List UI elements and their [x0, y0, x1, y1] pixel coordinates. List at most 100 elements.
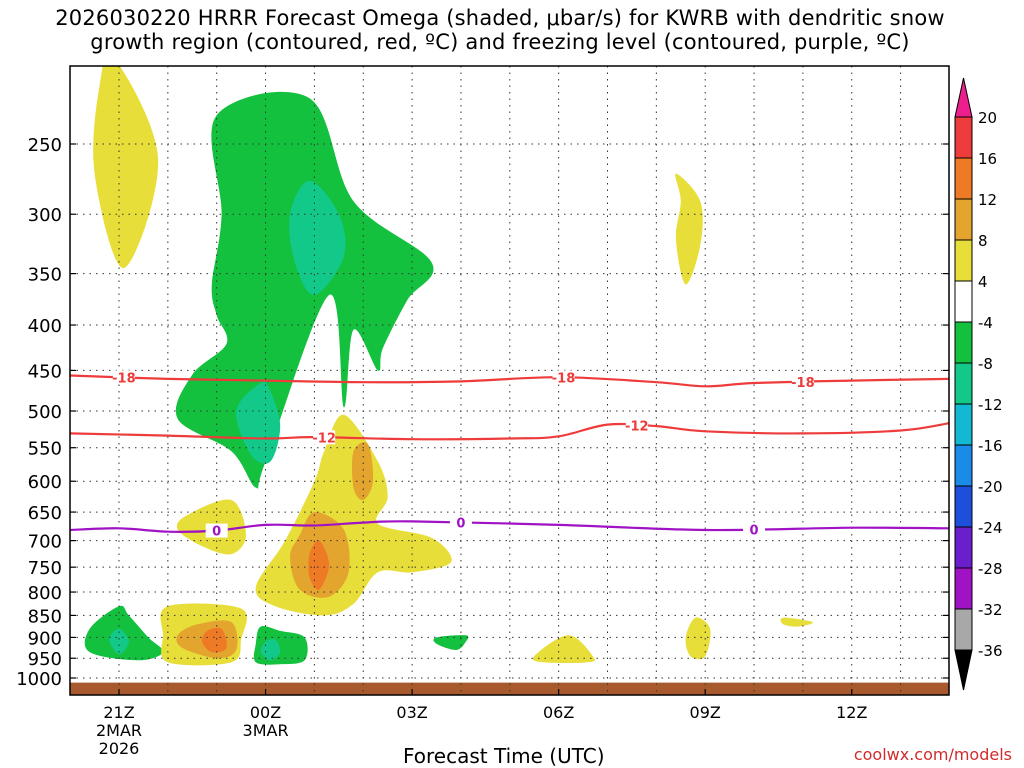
colorbar-segment	[954, 321, 973, 364]
omega-region	[433, 635, 469, 651]
omega-region	[675, 173, 703, 285]
title-line-2: growth region (contoured, red, ºC) and f…	[90, 30, 910, 54]
plot-frame	[69, 65, 950, 696]
omega-region	[93, 66, 159, 269]
colorbar-label: -4	[978, 314, 993, 332]
contour-label: 0	[456, 517, 465, 532]
time-tick-label: 2MAR	[96, 721, 142, 740]
pressure-tick-label: 700	[28, 532, 62, 553]
colorbar-label: -36	[978, 642, 1003, 660]
contour-label: -18	[791, 376, 815, 391]
time-tick-label: 09Z	[690, 703, 721, 722]
colorbar-label: -32	[978, 601, 1003, 619]
colorbar-segment	[954, 403, 973, 446]
omega-colorbar: 20 16 12 8 4 -4 -8 -12 -16 -20 -24 -28 -32 -36	[954, 77, 1003, 691]
colorbar-top-arrow	[954, 77, 973, 118]
colorbar-label: 8	[978, 232, 988, 250]
pressure-axis: 2503003504004505005506006507007508008509…	[16, 135, 949, 690]
pressure-tick-label: 500	[28, 402, 62, 423]
colorbar-label: 4	[978, 273, 988, 291]
colorbar-bottom-arrow	[954, 649, 973, 691]
pressure-tick-label: 950	[28, 649, 62, 670]
colorbar-label: -8	[978, 355, 993, 373]
isotherm-minus18	[70, 374, 949, 388]
pressure-tick-label: 350	[28, 265, 62, 286]
contour-label: 0	[212, 525, 221, 540]
site-credit: coolwx.com/models	[853, 745, 1012, 764]
chart-title: 2026030220 HRRR Forecast Omega (shaded, …	[0, 6, 1000, 54]
title-line-1: 2026030220 HRRR Forecast Omega (shaded, …	[55, 6, 945, 30]
colorbar-label: -28	[978, 560, 1003, 578]
contour-label: -18	[112, 371, 136, 386]
time-tick-label: 06Z	[543, 703, 574, 722]
pressure-tick-label: 650	[28, 503, 62, 524]
colorbar-label: -12	[978, 396, 1003, 414]
contour-label-bg	[205, 523, 228, 538]
colorbar-segment	[954, 608, 973, 651]
contour-label: -18	[552, 371, 576, 386]
colorbar-segment	[954, 280, 973, 323]
omega-region	[308, 540, 330, 590]
colorbar-segment	[954, 485, 973, 528]
grid-lines	[70, 66, 949, 695]
pressure-tick-label: 750	[28, 558, 62, 579]
colorbar-label: -20	[978, 478, 1003, 496]
omega-region	[780, 617, 814, 627]
colorbar-segment	[954, 362, 973, 405]
colorbar-label: 20	[978, 109, 997, 127]
time-tick-label: 00Z	[250, 703, 281, 722]
omega-region	[289, 180, 346, 296]
omega-region	[236, 381, 281, 464]
pressure-tick-label: 450	[28, 361, 62, 382]
pressure-tick-label: 300	[28, 205, 62, 226]
time-tick-label: 21Z	[103, 703, 134, 722]
colorbar-segment	[954, 444, 973, 487]
pressure-tick-label: 850	[28, 606, 62, 627]
time-tick-label: 2026	[99, 739, 140, 758]
omega-region	[175, 91, 434, 489]
time-tick-label: 3MAR	[243, 721, 289, 740]
ground-surface	[70, 682, 949, 695]
omega-region	[260, 638, 281, 661]
contour-label-bg	[625, 418, 648, 433]
pressure-tick-label: 1000	[16, 669, 62, 690]
contour-label-bg	[313, 430, 336, 445]
contour-label-bg	[552, 370, 575, 385]
colorbar-segment	[954, 567, 973, 610]
omega-region	[351, 442, 374, 501]
contour-label-bg	[449, 515, 472, 530]
colorbar-segment	[954, 198, 973, 241]
x-axis-label: Forecast Time (UTC)	[403, 744, 605, 768]
colorbar-label: -24	[978, 519, 1003, 537]
contour-label-bg	[743, 522, 766, 537]
colorbar-segment	[954, 116, 973, 159]
contour-label: -12	[625, 420, 649, 435]
omega-shaded-regions	[70, 66, 949, 695]
contour-label: -12	[312, 431, 336, 446]
time-tick-label: 12Z	[836, 703, 867, 722]
contour-label-bg	[791, 374, 814, 389]
omega-region	[255, 414, 452, 616]
pressure-tick-label: 550	[28, 439, 62, 460]
pressure-tick-label: 800	[28, 583, 62, 604]
colorbar-label: 12	[978, 191, 997, 209]
colorbar-label: 16	[978, 150, 997, 168]
omega-region	[253, 626, 308, 665]
time-tick-label: 03Z	[396, 703, 427, 722]
colorbar-segment	[954, 239, 973, 282]
contour-label: 0	[750, 523, 759, 538]
omega-region	[109, 628, 129, 655]
contour-label-bg	[112, 370, 135, 385]
omega-region	[201, 627, 227, 653]
pressure-tick-label: 600	[28, 472, 62, 493]
temperature-contours: -18 -18 -18 -12 -12 0 0 0	[70, 370, 949, 540]
omega-region	[685, 617, 711, 660]
omega-region	[532, 635, 595, 664]
pressure-tick-label: 900	[28, 628, 62, 649]
colorbar-segment	[954, 157, 973, 200]
pressure-tick-label: 400	[28, 316, 62, 337]
colorbar-segment	[954, 526, 973, 569]
colorbar-label: -16	[978, 437, 1003, 455]
